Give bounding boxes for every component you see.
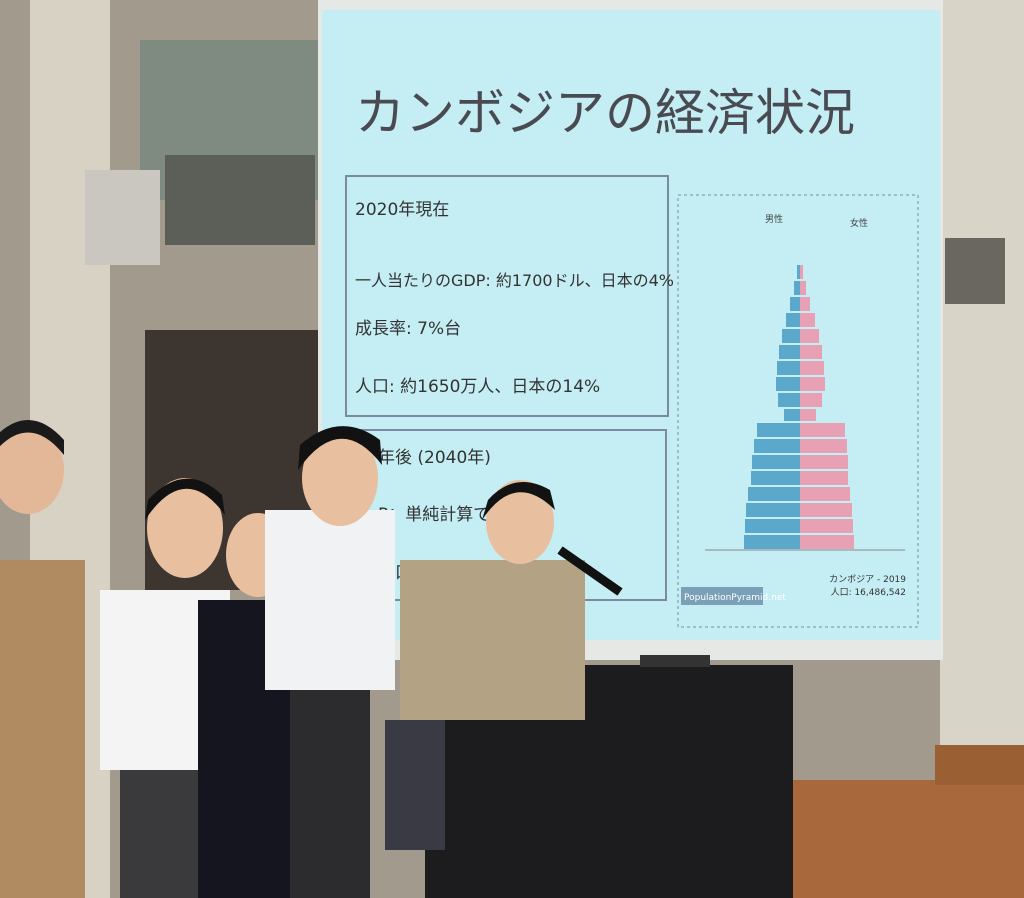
bar (800, 519, 853, 533)
box-line: 一人当たりのGDP: 約1700ドル、日本の4% (355, 271, 674, 290)
pyramid-label: 男性 (765, 213, 783, 225)
bar (757, 423, 800, 437)
person (290, 690, 370, 898)
bar (778, 393, 800, 407)
person (0, 560, 85, 898)
bar (751, 471, 800, 485)
bar (779, 345, 800, 359)
person (265, 510, 395, 690)
scene: カンボジアの経済状況 2020年現在 一人当たりのGDP: 約1700ドル、日本… (0, 0, 1024, 898)
stage (935, 745, 1024, 785)
bar (800, 487, 850, 501)
bar (800, 361, 824, 375)
slide-title: カンボジアの経済状況 (355, 84, 855, 142)
bar (800, 409, 816, 421)
bar (782, 329, 800, 343)
bar (800, 297, 810, 311)
vent (165, 155, 315, 245)
box-line: 成長率: 7%台 (355, 319, 461, 339)
bar (800, 439, 847, 453)
bar (800, 471, 848, 485)
bar (784, 409, 800, 421)
bar (800, 377, 825, 391)
box-line: 人口: 約1650万人、日本の14% (355, 377, 600, 397)
bar (800, 393, 822, 407)
source: PopulationPyramid.net (684, 593, 786, 603)
bar (752, 455, 800, 469)
bar (797, 265, 800, 279)
bar (748, 487, 800, 501)
box-unit (85, 170, 160, 265)
caption: カンボジア - 2019 (829, 574, 906, 585)
floor (790, 780, 1024, 898)
bar (800, 313, 815, 327)
bar (745, 519, 800, 533)
bar (800, 503, 852, 517)
bar (794, 281, 800, 295)
bar (776, 377, 800, 391)
bar (790, 297, 800, 311)
bar (786, 313, 800, 327)
bar (800, 423, 845, 437)
bar (777, 361, 800, 375)
bar (746, 503, 800, 517)
box-line: 2020年現在 (355, 200, 449, 220)
bar (800, 329, 819, 343)
person (400, 560, 585, 720)
bar (800, 535, 854, 549)
page: {"slide": { "title": "カンボジアの経済状況", "box1… (0, 0, 1024, 898)
bar (800, 265, 803, 279)
bar (800, 281, 806, 295)
bar (754, 439, 800, 453)
box-line: 年後 (2040年) (378, 448, 491, 468)
bar (800, 455, 848, 469)
laptop (640, 655, 710, 667)
caption: 人口: 16,486,542 (831, 587, 906, 598)
person (385, 720, 445, 850)
bar (744, 535, 800, 549)
window (945, 238, 1005, 304)
pyramid-label: 女性 (850, 217, 868, 229)
bar (800, 345, 822, 359)
